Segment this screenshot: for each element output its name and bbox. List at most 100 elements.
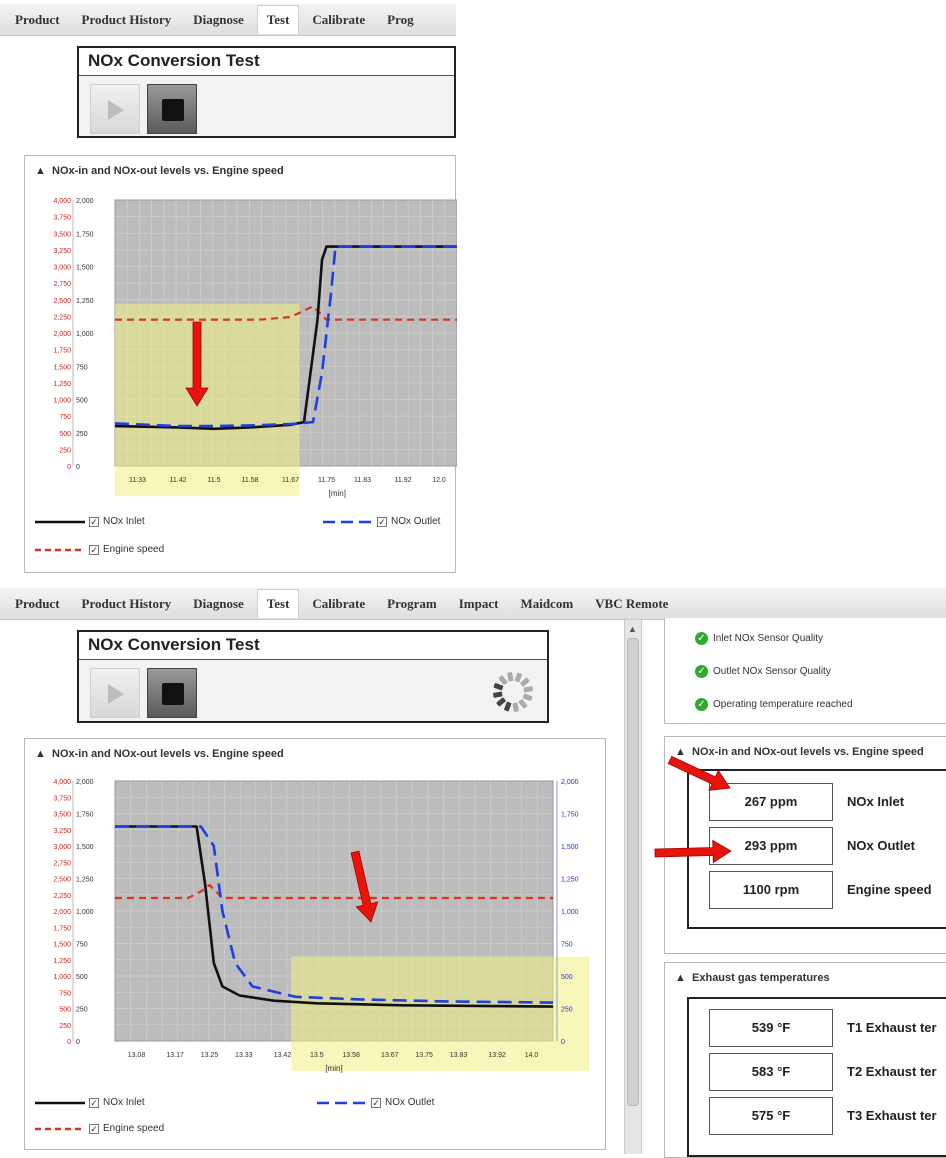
x-tick-label: 11.92	[395, 477, 412, 484]
play-button[interactable]	[90, 668, 140, 718]
checkbox[interactable]: ✓	[89, 1123, 99, 1134]
stop-button[interactable]	[147, 84, 197, 134]
menu-test[interactable]: Test	[256, 589, 300, 618]
scroll-up-icon[interactable]: ▲	[628, 624, 637, 634]
check-icon: ✓	[695, 698, 708, 711]
stop-icon	[162, 683, 184, 705]
legend-outlet[interactable]: ✓ NOx Outlet	[317, 1097, 434, 1108]
spinner-segment	[518, 699, 528, 709]
exhaust-header[interactable]: ▲ Exhaust gas temperatures	[675, 972, 830, 984]
collapse-icon: ▲	[675, 972, 686, 984]
y-left-tick-label: 1,750	[53, 348, 71, 355]
menu-maidcom[interactable]: Maidcom	[520, 595, 574, 611]
legend-outlet[interactable]: ✓ NOx Outlet	[323, 516, 440, 527]
engine-speed-value: 1100 rpm	[709, 871, 833, 909]
y-mid-tick-label: 0	[76, 1039, 80, 1046]
spinner-segment	[514, 672, 522, 683]
menu-bar-top: Product Product History Diagnose Test Calibr…	[0, 4, 456, 36]
menu-impact[interactable]: Impact	[458, 595, 499, 611]
x-tick-label: 12.0	[432, 477, 446, 484]
y-left-tick-label: 1,000	[53, 974, 71, 981]
menu-diagnose[interactable]: Diagnose	[193, 11, 244, 27]
menu-program[interactable]: Program	[387, 595, 437, 611]
x-tick-label: 13.17	[166, 1052, 184, 1059]
menu-vbc-remote[interactable]: VBC Remote	[595, 595, 669, 611]
menu-product-history[interactable]: Product History	[81, 595, 172, 611]
y-right-tick-label: 2,000	[561, 779, 579, 786]
legend-inlet[interactable]: ✓ NOx Inlet	[35, 516, 145, 527]
spinner-segment	[523, 686, 533, 693]
checkbox[interactable]: ✓	[377, 516, 387, 527]
test-panel-bottom: NOx Conversion Test	[77, 630, 549, 723]
scrollbar-thumb[interactable]	[627, 638, 639, 1106]
series-nox-outlet	[115, 825, 554, 1004]
x-tick-label: 13.33	[235, 1052, 253, 1059]
collapse-icon: ▲	[675, 746, 686, 758]
menu-product[interactable]: Product	[15, 595, 60, 611]
y-left-tick-label: 2,250	[53, 314, 71, 321]
exhaust-values-box: 539 °F T1 Exhaust ter 583 °F T2 Exhaust …	[687, 997, 946, 1157]
y-mid-tick-label: 1,250	[76, 877, 94, 884]
y-right-tick-label: 1,750	[561, 812, 579, 819]
menu-diagnose[interactable]: Diagnose	[193, 595, 244, 611]
stop-button[interactable]	[147, 668, 197, 718]
checkbox[interactable]: ✓	[89, 516, 99, 527]
test-title: NOx Conversion Test	[79, 48, 454, 76]
x-tick-label: 11.33	[129, 477, 146, 484]
y-right-tick-label: 1,250	[561, 877, 579, 884]
menu-calibrate[interactable]: Calibrate	[312, 595, 366, 611]
play-button[interactable]	[90, 84, 140, 134]
y-mid-tick-label: 1,750	[76, 812, 94, 819]
loading-spinner-icon	[493, 672, 533, 712]
x-tick-label: 13.67	[381, 1052, 399, 1059]
menu-product-history[interactable]: Product History	[81, 11, 172, 27]
legend-engine-swatch	[35, 548, 85, 551]
y-left-tick-label: 500	[59, 1007, 71, 1014]
chart-section-header[interactable]: ▲ NOx-in and NOx-out levels vs. Engine s…	[35, 748, 284, 760]
legend-engine-swatch	[35, 1127, 85, 1130]
y-mid-tick-label: 2,000	[76, 779, 94, 786]
menu-product[interactable]: Product	[15, 11, 60, 27]
play-icon	[108, 100, 124, 120]
collapse-icon: ▲	[35, 165, 46, 177]
y-mid-tick-label: 750	[76, 942, 88, 949]
nox-outlet-value: 293 ppm	[709, 827, 833, 865]
t1-value: 539 °F	[709, 1009, 833, 1047]
vertical-scrollbar[interactable]: ▲	[624, 620, 642, 1154]
checkbox[interactable]: ✓	[371, 1097, 381, 1108]
x-tick-label: 11.58	[242, 477, 259, 484]
checkbox[interactable]: ✓	[89, 544, 99, 555]
series-nox-inlet	[115, 825, 554, 1008]
spinner-segment	[498, 675, 508, 685]
y-left-tick-label: 1,000	[53, 398, 71, 405]
menu-test[interactable]: Test	[256, 5, 300, 34]
nox-inlet-label: NOx Inlet	[847, 794, 905, 809]
y-mid-tick-label: 2,000	[76, 198, 94, 205]
highlight-region	[115, 303, 300, 496]
spinner-segment	[507, 672, 514, 682]
chart-section-header[interactable]: ▲ NOx-in and NOx-out levels vs. Engine s…	[35, 165, 284, 177]
spinner-segment	[522, 693, 533, 701]
menu-prog[interactable]: Prog	[387, 11, 414, 27]
y-left-tick-label: 2,000	[53, 331, 71, 338]
check-icon: ✓	[695, 665, 708, 678]
y-mid-tick-label: 250	[76, 1007, 88, 1014]
checkbox[interactable]: ✓	[89, 1097, 99, 1108]
legend-engine[interactable]: ✓ Engine speed	[35, 544, 164, 555]
y-mid-tick-label: 1,250	[76, 298, 94, 305]
y-left-tick-label: 2,000	[53, 909, 71, 916]
t3-label: T3 Exhaust ter	[847, 1108, 937, 1123]
y-left-tick-label: 1,500	[53, 364, 71, 371]
nox-outlet-label: NOx Outlet	[847, 838, 915, 853]
chart-panel-bottom: ▲ NOx-in and NOx-out levels vs. Engine s…	[24, 738, 606, 1150]
live-values-header[interactable]: ▲ NOx-in and NOx-out levels vs. Engine s…	[675, 746, 924, 758]
legend-inlet[interactable]: ✓ NOx Inlet	[35, 1097, 145, 1108]
y-mid-tick-label: 1,000	[76, 909, 94, 916]
y-left-tick-label: 250	[59, 447, 71, 454]
x-tick-label: 11.5	[207, 477, 220, 484]
legend-engine[interactable]: ✓ Engine speed	[35, 1123, 164, 1134]
menu-calibrate[interactable]: Calibrate	[312, 11, 366, 27]
legend-outlet-swatch	[317, 1101, 367, 1104]
status-panel: ✓ Inlet NOx Sensor Quality ✓ Outlet NOx Se…	[664, 618, 946, 724]
y-left-tick-label: 2,500	[53, 877, 71, 884]
